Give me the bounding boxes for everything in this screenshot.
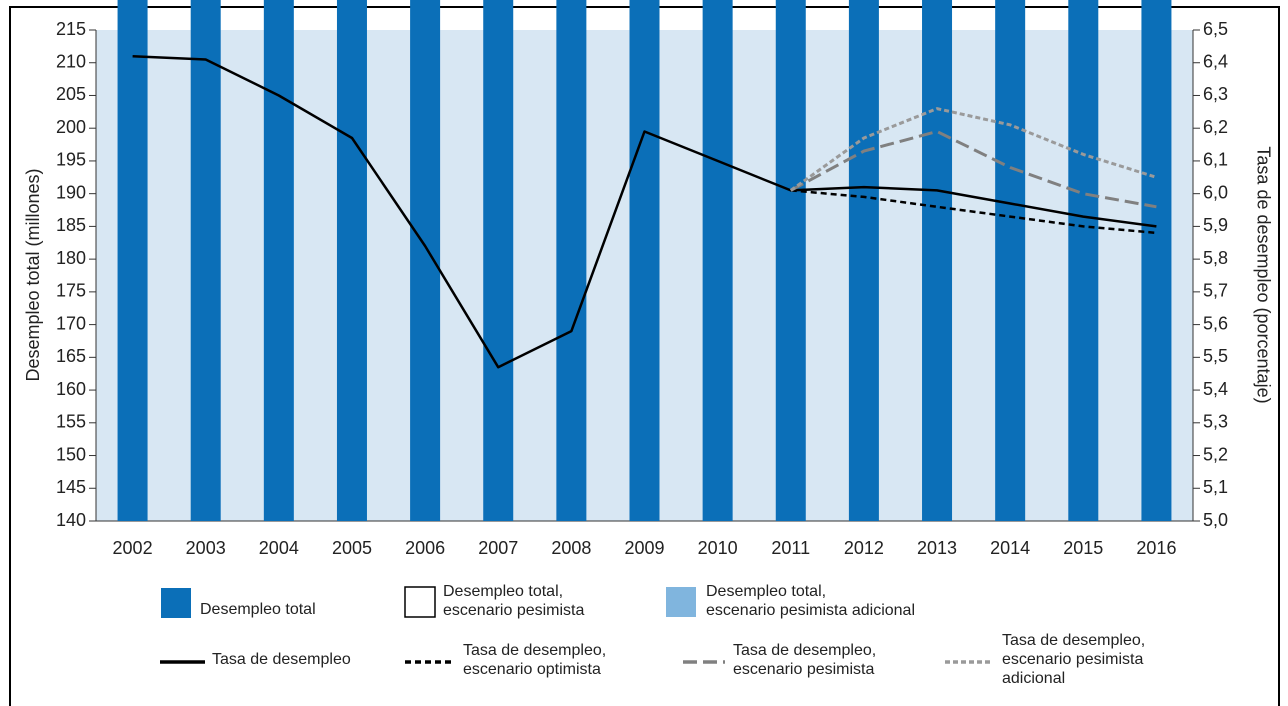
legend-label: Tasa de desempleo <box>212 651 351 668</box>
y2-tick-label: 6,0 <box>1203 182 1228 202</box>
y-tick-label: 215 <box>56 19 86 39</box>
x-tick-label: 2014 <box>990 538 1030 558</box>
frame-right <box>1278 6 1280 706</box>
y2-tick-label: 5,1 <box>1203 477 1228 497</box>
bar <box>410 0 441 521</box>
bar <box>483 0 514 521</box>
y-tick-label: 190 <box>56 182 86 202</box>
y-tick-label: 180 <box>56 248 86 268</box>
legend-label: Desempleo total <box>200 601 316 618</box>
y2-tick-label: 6,2 <box>1203 117 1228 137</box>
x-tick-label: 2011 <box>771 538 810 558</box>
x-tick-label: 2005 <box>332 538 372 558</box>
legend-label: Tasa de desempleo, escenario optimista <box>463 642 607 678</box>
bar <box>775 0 806 521</box>
y2-tick-label: 5,5 <box>1203 346 1228 366</box>
line <box>132 54 1157 369</box>
legend-label: Tasa de desempleo, escenario pesimista <box>733 642 877 678</box>
y-tick-label: 210 <box>56 51 86 71</box>
x-tick-label: 2003 <box>186 538 226 558</box>
x-tick-label: 2012 <box>844 538 884 558</box>
y-tick-label: 175 <box>56 281 86 301</box>
y-tick-label: 195 <box>56 150 86 170</box>
y2-tick-label: 5,8 <box>1203 248 1228 268</box>
x-tick-label: 2007 <box>478 538 518 558</box>
y2-tick-label: 5,7 <box>1203 281 1228 301</box>
bar <box>190 0 221 521</box>
line <box>789 107 1157 192</box>
y2-tick-label: 6,5 <box>1203 19 1228 39</box>
bar <box>263 0 294 521</box>
bar <box>922 0 953 521</box>
x-tick-label: 2002 <box>113 538 153 558</box>
line <box>790 189 1157 235</box>
x-tick-label: 2015 <box>1063 538 1103 558</box>
legend-label: Desempleo total, escenario pesimista adi… <box>706 583 915 619</box>
y-tick-label: 160 <box>56 379 86 399</box>
legend-swatch <box>666 587 696 617</box>
y-tick-label: 185 <box>56 215 86 235</box>
y2-axis-title: Tasa de desempleo (porcentaje) <box>1253 146 1273 403</box>
y2-tick-label: 5,6 <box>1203 313 1228 333</box>
y2-tick-label: 6,4 <box>1203 51 1228 71</box>
bar <box>995 0 1026 521</box>
y-tick-label: 200 <box>56 117 86 137</box>
y-tick-label: 140 <box>56 510 86 530</box>
y2-tick-label: 5,0 <box>1203 510 1228 530</box>
x-tick-label: 2006 <box>405 538 445 558</box>
x-tick-label: 2004 <box>259 538 299 558</box>
x-tick-label: 2008 <box>551 538 591 558</box>
bar <box>848 0 879 522</box>
bar <box>1068 0 1099 521</box>
legend-swatch <box>161 588 191 618</box>
y2-tick-label: 5,4 <box>1203 379 1228 399</box>
y2-tick-label: 6,1 <box>1203 150 1228 170</box>
y-tick-label: 150 <box>56 444 86 464</box>
legend-label: Desempleo total, escenario pesimista <box>443 583 585 619</box>
y2-tick-label: 5,2 <box>1203 444 1228 464</box>
y2-tick-label: 5,3 <box>1203 412 1228 432</box>
x-tick-label: 2009 <box>624 538 664 558</box>
y-tick-label: 205 <box>56 84 86 104</box>
y2-tick-label: 5,9 <box>1203 215 1228 235</box>
y-tick-label: 155 <box>56 412 86 432</box>
y-tick-label: 165 <box>56 346 86 366</box>
x-tick-label: 2010 <box>698 538 738 558</box>
x-tick-label: 2016 <box>1136 538 1176 558</box>
y-axis-title: Desempleo total (millones) <box>23 168 43 381</box>
legend-swatch <box>404 586 436 618</box>
bar <box>336 0 367 521</box>
frame-left <box>9 6 11 706</box>
bar <box>117 0 148 521</box>
y2-tick-label: 6,3 <box>1203 84 1228 104</box>
bar <box>556 0 587 521</box>
y-tick-label: 145 <box>56 477 86 497</box>
bar <box>629 0 660 521</box>
bar <box>1141 0 1172 521</box>
line <box>790 130 1157 209</box>
y-tick-label: 170 <box>56 313 86 333</box>
x-tick-label: 2013 <box>917 538 957 558</box>
legend-label: Tasa de desempleo, escenario pesimista a… <box>1002 632 1146 687</box>
bar <box>702 0 733 521</box>
